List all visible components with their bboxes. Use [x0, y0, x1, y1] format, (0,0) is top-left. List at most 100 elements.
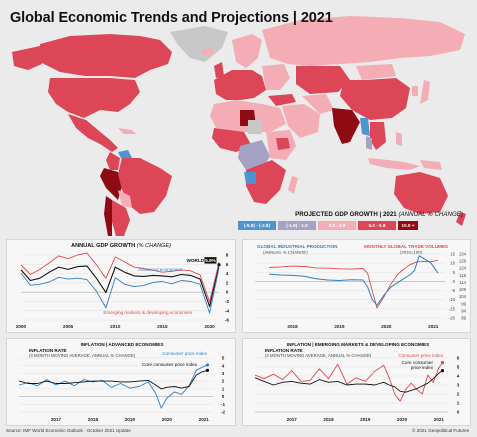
x-tick-label: 2020: [397, 417, 408, 422]
map-peru: [100, 168, 122, 200]
map-legend: (-5.8) - (-2.8) (-1.9) - 1.9 2.0 - 4.9 5.0 …: [238, 221, 418, 230]
y-left-tick-label: 15: [450, 252, 455, 257]
chart-title: INFLATION | EMERGING MARKETS & DEVELOPIN…: [287, 342, 429, 347]
y-right-tick-label: 109: [459, 287, 467, 292]
x-tick-label: 2019: [334, 324, 345, 329]
y-right-tick-label: 129: [459, 259, 467, 264]
legend-item: (-1.9) - 1.9: [278, 221, 316, 230]
inflation-emerging-panel: INFLATION | EMERGING MARKETS & DEVELOPIN…: [242, 338, 471, 426]
series-label: Core consumer price index: [142, 362, 198, 367]
map-se-asia: [370, 122, 386, 150]
y-tick-label: 6: [226, 262, 229, 267]
world-map-svg: [12, 16, 466, 236]
y-tick-label: -6: [225, 318, 230, 323]
map-uk: [214, 62, 224, 78]
map-australia: [394, 172, 448, 214]
map-turkey: [268, 94, 296, 106]
y-tick-label: 8: [226, 253, 229, 258]
series-end-point: [440, 360, 445, 365]
series-end-value: 5.9%: [205, 258, 215, 263]
map-philippines: [396, 132, 402, 146]
map-canada: [40, 34, 172, 78]
series-end-point: [217, 263, 221, 267]
map-bolivia: [118, 190, 132, 208]
x-tick-label: 2015: [157, 324, 168, 329]
y-tick-label: 0: [457, 410, 460, 415]
series-line: [20, 267, 220, 314]
series-line: [18, 369, 208, 390]
y-tick-label: 3: [457, 383, 460, 388]
y-left-tick-label: -15: [449, 306, 456, 311]
y-tick-label: 4: [226, 271, 229, 276]
y-left-tick-label: 10: [450, 261, 455, 266]
source-note: Source: IMF World Economic Outlook - Oct…: [6, 428, 131, 433]
map-madagascar: [288, 176, 298, 194]
chart-subtitle-note: (3 MONTH MOVING AVERAGE, ANNUAL % CHANGE…: [29, 353, 136, 358]
series-line: [20, 252, 220, 303]
y-tick-label: 6: [457, 356, 460, 361]
map-southern-africa: [246, 160, 286, 204]
y-tick-label: 2: [226, 280, 229, 285]
chart-subtitle: INFLATION RATE: [265, 348, 303, 353]
page-title: Global Economic Trends and Projections |…: [10, 10, 333, 26]
legend-item: (-5.8) - (-2.8): [238, 221, 276, 230]
x-tick-label: 2018: [323, 417, 334, 422]
gdp-chart-svg: 8 6 4 2 0 -2 -4 -6 2000 2005 2010 2015 2020 WORLD 5.9%…: [16, 252, 230, 329]
map-legend-title: PROJECTED GDP GROWTH | 2021 (ANNUAL % CH…: [295, 211, 463, 218]
map-central-africa: [238, 140, 270, 170]
y-tick-label: 2: [457, 392, 460, 397]
gdp-growth-panel: ANNUAL GDP GROWTH (% CHANGE) 8 6 4 2 0 -2 -4 -6…: [6, 239, 236, 333]
map-korea: [412, 86, 418, 96]
y-right-tick-label: 94: [461, 308, 466, 313]
map-mexico: [68, 114, 118, 152]
x-tick-label: 2020: [162, 417, 173, 422]
y-right-tick-label: 89: [461, 316, 466, 321]
series-end-point: [205, 368, 210, 372]
y-tick-label: 0: [226, 290, 229, 295]
x-tick-label: 2017: [287, 417, 298, 422]
x-tick-label: 2019: [360, 417, 371, 422]
x-tick-label: 2000: [16, 324, 27, 329]
y-left-tick-label: -10: [449, 297, 456, 302]
map-greenland: [170, 26, 228, 62]
chart-subtitle-note: (3 MONTH MOVING AVERAGE, ANNUAL % CHANGE…: [265, 353, 372, 358]
map-chile: [104, 196, 112, 236]
y-tick-label: -2: [225, 299, 230, 304]
map-scandinavia: [232, 34, 262, 68]
y-left-tick-label: 5: [453, 270, 456, 275]
y-tick-label: 1: [222, 386, 225, 391]
map-thailand: [366, 136, 372, 150]
series-line: [20, 264, 220, 308]
x-tick-label: 2021: [434, 417, 445, 422]
map-venezuela: [118, 150, 132, 160]
map-angola: [244, 172, 256, 184]
x-tick-label: 2021: [428, 324, 439, 329]
inflation-emerging-chart-svg: INFLATION | EMERGING MARKETS & DEVELOPIN…: [254, 342, 460, 422]
copyright-note: © 2021 Geopolitical Futures: [411, 428, 469, 433]
legend-item: 2.0 - 4.9: [318, 221, 356, 230]
map-central-asia: [296, 66, 350, 94]
map-alaska: [12, 46, 42, 70]
y-left-tick-label: -5: [451, 288, 455, 293]
y-left-tick-label: 0: [453, 279, 456, 284]
x-tick-label: 2021: [199, 417, 210, 422]
map-caribbean: [118, 128, 136, 134]
map-mongolia: [356, 64, 396, 80]
legend-item: 5.0 - 9.9: [358, 221, 396, 230]
series-line: [254, 370, 443, 393]
series-label: WORLD: [187, 258, 205, 263]
series-label: Consumer price index: [162, 351, 207, 356]
map-sahel: [248, 120, 262, 134]
series-line: [18, 364, 208, 409]
series-end-badge: [204, 257, 217, 264]
y-right-tick-label: 99: [461, 301, 466, 306]
y-right-tick-label: 124: [459, 266, 467, 271]
map-india: [332, 108, 360, 144]
chart-title-left: GLOBAL INDUSTRIAL PRODUCTION: [257, 244, 338, 249]
map-indonesia: [368, 158, 420, 170]
map-eastern-europe: [262, 64, 290, 90]
map-ethiopia: [276, 138, 290, 150]
y-right-tick-label: 134: [459, 252, 467, 257]
y-tick-label: 4: [457, 374, 460, 379]
y-tick-label: 5: [457, 365, 460, 370]
